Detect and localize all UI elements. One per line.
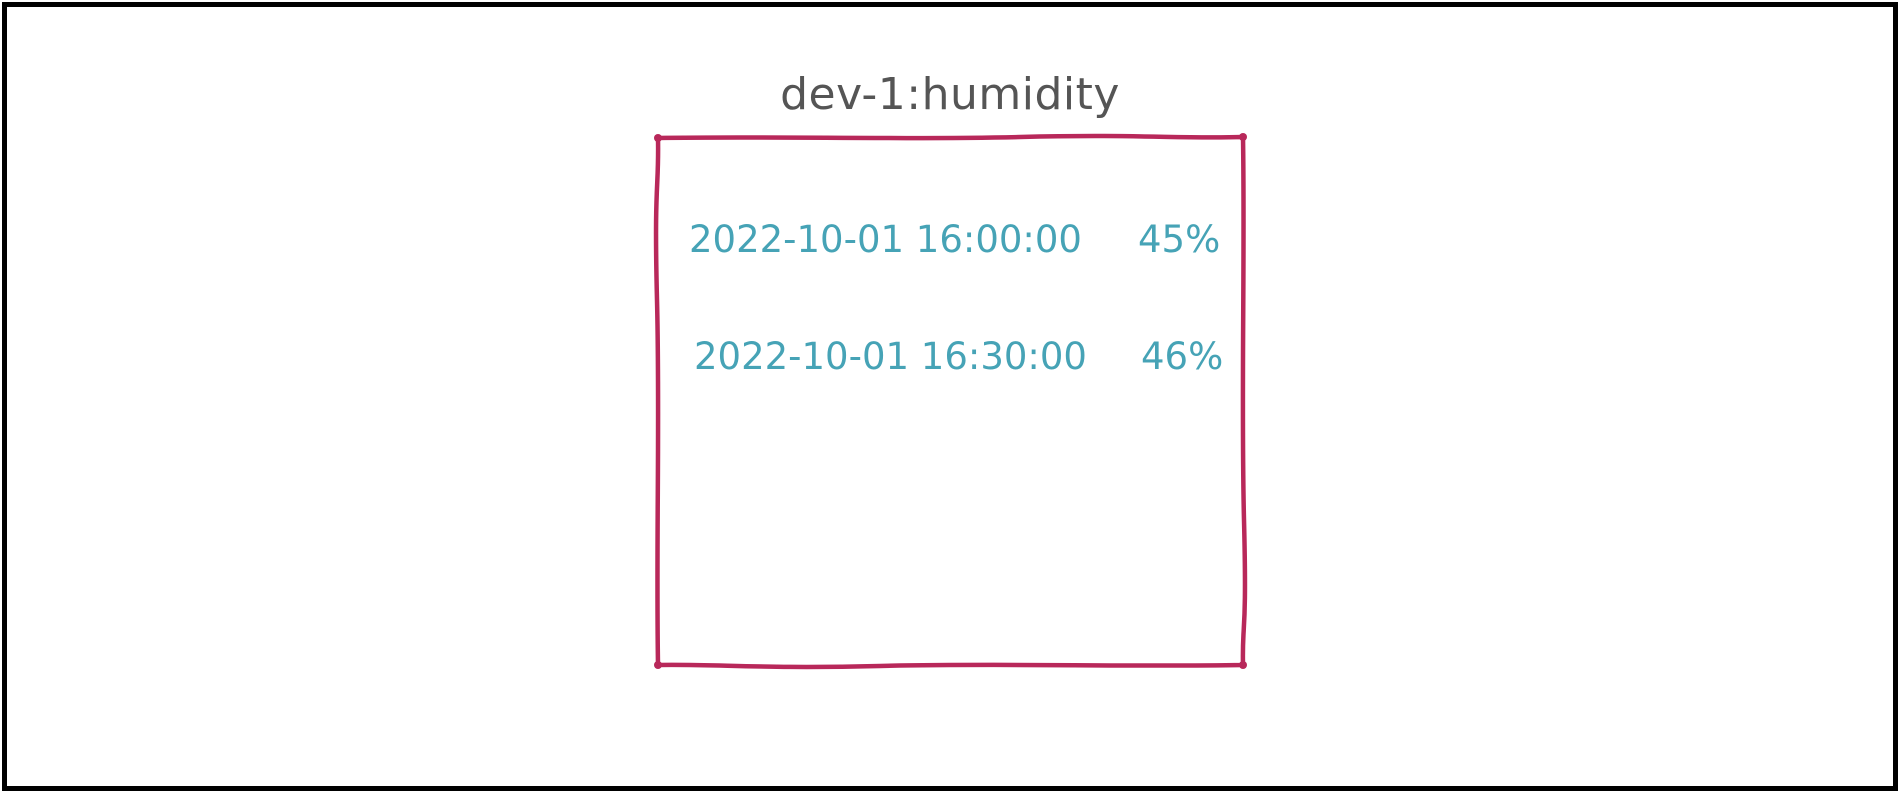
box-corner-br — [1239, 661, 1247, 669]
entry-timestamp: 2022-10-01 16:30:00 — [694, 335, 1087, 378]
box-corner-tl — [654, 134, 662, 142]
entry-timestamp: 2022-10-01 16:00:00 — [689, 218, 1082, 261]
collection-title: dev-1:humidity — [780, 69, 1120, 120]
box-corner-bl — [654, 661, 662, 669]
entry-value: 46% — [1141, 335, 1224, 378]
box-corner-tr — [1239, 133, 1247, 141]
entry-value: 45% — [1138, 218, 1221, 261]
